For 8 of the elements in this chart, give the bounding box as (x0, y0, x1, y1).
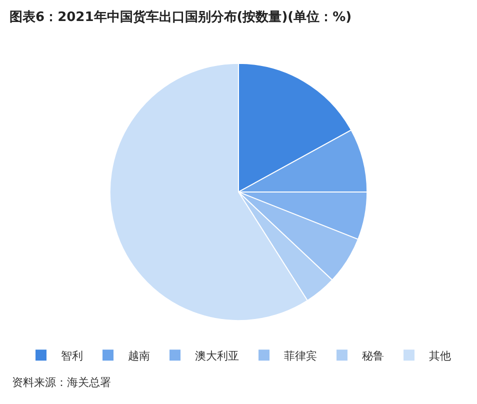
legend-label: 澳大利亚 (195, 349, 239, 362)
legend-label: 越南 (128, 349, 150, 362)
text: 资料来源：海关总署 (12, 376, 111, 389)
legend-label: 其他 (429, 349, 451, 362)
legend-label: 菲律宾 (284, 349, 317, 362)
legend-label: 秘鲁 (362, 349, 384, 362)
chart-title: 图表6：2021年中国货车出口国别分布(按数量)(单位：%) (10, 9, 352, 26)
legend-label: 智利 (61, 349, 83, 362)
